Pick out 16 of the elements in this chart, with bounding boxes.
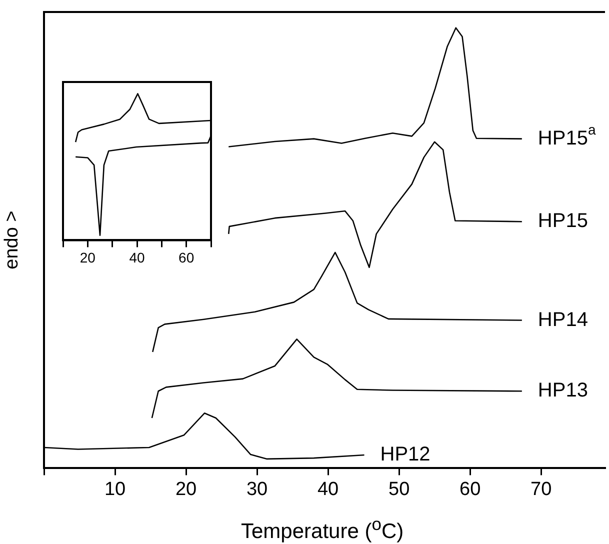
x-tick-label: 20 <box>80 249 96 266</box>
x-tick-label: 20 <box>175 478 197 500</box>
series-label: HP15 <box>538 210 588 232</box>
x-tick-label: 40 <box>317 478 339 500</box>
x-tick-label: 70 <box>530 478 552 500</box>
x-tick-label: 60 <box>178 249 194 266</box>
x-tick-label: 50 <box>388 478 410 500</box>
x-tick-label: 30 <box>246 478 268 500</box>
y-axis-title: endo > <box>0 210 23 270</box>
series-label: HP14 <box>538 308 588 331</box>
x-axis-title: Temperature ($^{o}$C) <box>241 514 404 544</box>
x-tick-label: 60 <box>460 478 481 500</box>
series-label: HP12 <box>380 444 430 466</box>
x-tick-label: 10 <box>104 478 126 500</box>
series-label: HP13 <box>538 380 588 402</box>
x-tick-label: 40 <box>129 249 145 266</box>
